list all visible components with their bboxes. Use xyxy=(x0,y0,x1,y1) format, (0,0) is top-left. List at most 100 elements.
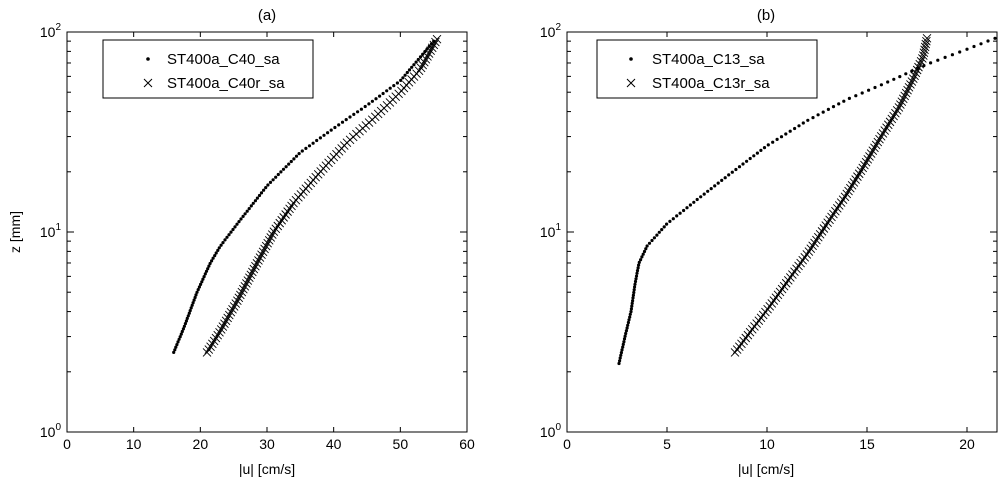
data-point-dot xyxy=(196,288,200,292)
data-point-x xyxy=(796,258,805,268)
data-point-dot xyxy=(190,303,194,307)
data-point-dot xyxy=(619,351,624,355)
data-point-dot xyxy=(416,57,420,62)
data-point-dot xyxy=(630,301,634,305)
data-point-x xyxy=(865,152,874,161)
data-point-dot xyxy=(678,211,682,215)
data-point-dot xyxy=(405,70,409,75)
data-point-x xyxy=(863,155,873,164)
data-point-x xyxy=(825,215,834,225)
data-point-x xyxy=(767,299,777,308)
panel-b-axes: 0 5 10 15 20 100 101 102 xyxy=(540,22,997,452)
y-tick-label: 101 xyxy=(540,222,562,240)
data-point-dot xyxy=(755,151,760,155)
data-point-dot xyxy=(374,97,378,101)
data-point-dot xyxy=(216,248,220,252)
data-point-dot xyxy=(793,126,797,131)
data-point-dot xyxy=(174,345,178,349)
data-point-dot xyxy=(388,86,392,90)
data-point-dot xyxy=(762,146,767,150)
data-point-dot xyxy=(227,233,231,237)
data-point-dot xyxy=(329,128,333,132)
data-point-dot xyxy=(412,63,416,67)
data-point-x xyxy=(223,313,232,323)
panel-a-legend-label-2: ST400a_C40r_sa xyxy=(167,75,285,92)
data-point-dot xyxy=(344,118,348,122)
data-point-x xyxy=(878,129,888,138)
data-point-x xyxy=(287,201,296,211)
data-point-dot xyxy=(759,148,763,152)
data-point-dot xyxy=(958,50,962,54)
data-point-dot xyxy=(847,96,852,100)
data-point-dot xyxy=(214,251,218,255)
data-point-dot xyxy=(173,348,177,352)
data-point-x xyxy=(921,39,931,49)
data-point-dot xyxy=(775,137,779,141)
data-point-dot xyxy=(233,225,237,229)
panel-b-legend-label-1: ST400a_C13_sa xyxy=(652,51,765,68)
panel-a-marks xyxy=(172,34,442,357)
data-point-dot xyxy=(414,60,418,64)
data-point-dot xyxy=(624,331,628,336)
data-point-x xyxy=(845,183,855,193)
data-point-dot xyxy=(195,290,199,294)
data-point-dot xyxy=(631,293,636,297)
data-point-dot xyxy=(207,264,211,268)
data-point-dot xyxy=(367,102,371,106)
data-point-x xyxy=(273,221,283,231)
data-point-x xyxy=(922,33,932,43)
data-point-dot xyxy=(727,173,731,177)
data-point-x xyxy=(215,327,224,337)
data-point-x xyxy=(885,117,895,127)
data-point-dot xyxy=(806,118,810,122)
data-point-dot xyxy=(274,175,278,179)
y-tick-label: 101 xyxy=(40,222,62,240)
data-point-dot xyxy=(262,188,266,192)
data-point-dot xyxy=(401,76,405,80)
data-point-dot xyxy=(625,326,629,330)
data-point-x xyxy=(218,322,228,331)
data-point-x xyxy=(773,290,783,300)
data-point-dot xyxy=(292,157,296,161)
data-point-x xyxy=(844,186,853,196)
x-tick-label: 60 xyxy=(459,436,475,452)
data-point-x xyxy=(209,336,219,346)
data-point-dot xyxy=(647,241,652,245)
data-point-dot xyxy=(239,217,243,221)
data-point-x xyxy=(858,163,868,173)
data-point-dot xyxy=(259,191,264,195)
data-point-dot xyxy=(235,222,239,226)
data-point-dot xyxy=(879,83,884,87)
data-point-dot xyxy=(187,311,191,315)
data-point-x xyxy=(242,279,251,288)
data-point-dot xyxy=(200,280,204,284)
data-point-dot xyxy=(311,141,315,145)
data-point-x xyxy=(418,60,428,70)
data-point-x xyxy=(236,290,245,300)
data-point-x xyxy=(897,97,907,107)
data-point-x xyxy=(285,204,294,214)
data-point-dot xyxy=(307,144,312,148)
data-point-x xyxy=(231,299,241,308)
panel-a-title: (a) xyxy=(258,7,276,24)
data-point-dot xyxy=(737,165,742,169)
data-point-x xyxy=(226,307,236,317)
data-point-dot xyxy=(699,195,703,199)
data-point-dot xyxy=(637,260,641,264)
data-point-dot xyxy=(289,159,293,164)
panel-a-legend-box xyxy=(102,39,314,99)
data-point-x xyxy=(806,244,816,253)
data-point-dot xyxy=(202,275,206,279)
data-point-dot xyxy=(630,304,634,308)
data-point-dot xyxy=(315,138,319,143)
data-point-dot xyxy=(748,156,752,161)
panel-b-legend-label-2: ST400a_C13r_sa xyxy=(652,75,770,92)
data-point-x xyxy=(229,302,239,311)
data-point-dot xyxy=(628,312,632,316)
data-point-dot xyxy=(655,233,659,237)
data-point-dot xyxy=(627,318,631,322)
data-point-x xyxy=(800,252,810,262)
data-point-dot xyxy=(193,295,197,300)
data-point-x xyxy=(813,232,823,242)
data-point-dot xyxy=(636,266,640,270)
